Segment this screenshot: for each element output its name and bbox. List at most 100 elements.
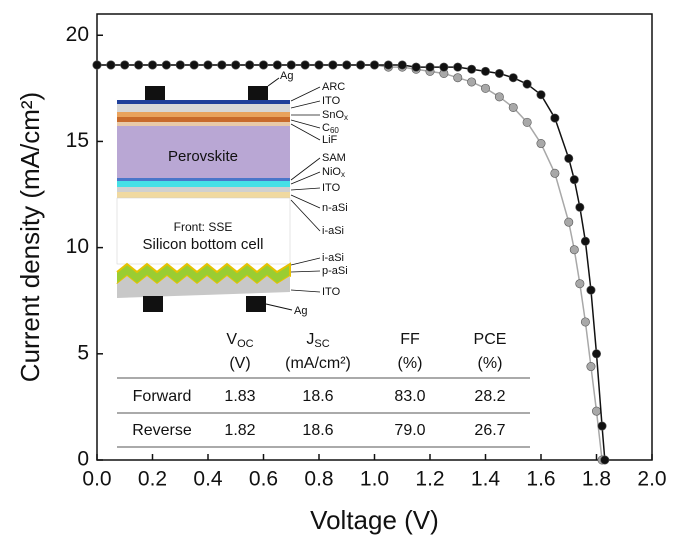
layer-label: SAM — [322, 152, 346, 164]
contact-label: Ag — [280, 70, 293, 82]
layer — [117, 112, 290, 117]
layer-label: LiF — [322, 134, 338, 146]
layer-name: n-aSi — [322, 202, 348, 214]
arrow — [290, 171, 321, 185]
layer-label: i-aSi — [322, 252, 344, 264]
marker — [550, 168, 560, 178]
column-header: PCE — [474, 331, 507, 348]
y-tick-label: 20 — [66, 23, 89, 46]
marker — [161, 60, 171, 70]
marker — [536, 139, 546, 149]
table-cell: 1.82 — [224, 422, 255, 439]
table-cell: 18.6 — [302, 388, 333, 405]
arrow — [290, 199, 321, 232]
x-tick-label: 1.0 — [360, 468, 389, 491]
marker — [272, 60, 282, 70]
marker — [564, 153, 574, 163]
x-tick-label: 1.2 — [415, 468, 444, 491]
marker — [411, 62, 421, 72]
layer — [117, 126, 290, 178]
x-tick-label: 1.4 — [471, 468, 501, 491]
silicon-label: Silicon bottom cell — [143, 236, 264, 253]
arrow — [290, 289, 321, 293]
contact — [246, 296, 266, 312]
layer-name: C — [322, 122, 330, 134]
marker — [439, 62, 449, 72]
table-cell: 83.0 — [394, 388, 425, 405]
header-sub: OC — [237, 338, 254, 350]
marker — [550, 113, 560, 123]
layer-label: n-aSi — [322, 202, 348, 214]
table-cell: 18.6 — [302, 422, 333, 439]
layer-name: ITO — [322, 286, 341, 298]
zigzag-layer — [116, 262, 291, 286]
layer-label: ARC — [322, 81, 345, 93]
contact — [248, 86, 268, 100]
x-tick-label: 1.8 — [582, 468, 611, 491]
table-cell: 28.2 — [474, 388, 505, 405]
layer-name: NiO — [322, 166, 341, 178]
layer-label: ITO — [322, 95, 341, 107]
header-name: V — [226, 331, 237, 348]
marker — [494, 68, 504, 78]
table: VOC (V) JSC (mA/cm²) FF (%) PCE (%) Forward 1.83 1… — [117, 331, 530, 448]
arrow — [290, 86, 321, 102]
arrow — [290, 119, 321, 129]
marker — [383, 60, 393, 70]
layer-label: C60 — [322, 122, 339, 135]
marker — [575, 202, 585, 212]
marker — [522, 117, 532, 127]
y-axis-label: Current density (mA/cm²) — [15, 92, 45, 382]
marker — [480, 66, 490, 76]
layer-name: SAM — [322, 152, 346, 164]
layer — [117, 181, 290, 187]
arrow — [290, 194, 321, 209]
marker — [425, 62, 435, 72]
marker — [134, 60, 144, 70]
layer — [117, 122, 290, 126]
marker — [508, 73, 518, 83]
marker — [600, 455, 610, 465]
marker — [342, 60, 352, 70]
marker — [536, 90, 546, 100]
marker — [591, 406, 601, 416]
layer-label: i-aSi — [322, 225, 344, 237]
marker — [575, 279, 585, 289]
layer — [117, 117, 290, 122]
layer — [117, 187, 290, 192]
marker — [564, 217, 574, 227]
layer-label: p-aSi — [322, 265, 348, 277]
column-unit: (%) — [478, 355, 503, 372]
arrow — [290, 100, 321, 109]
arrow — [265, 303, 293, 311]
marker — [258, 60, 268, 70]
column-unit: (V) — [229, 355, 250, 372]
layer — [117, 178, 290, 181]
header-name: J — [306, 331, 314, 348]
marker — [586, 362, 596, 372]
x-tick-label: 0.0 — [82, 468, 111, 491]
layer — [117, 104, 290, 112]
marker — [148, 60, 158, 70]
marker — [580, 236, 590, 246]
marker — [286, 60, 296, 70]
marker — [569, 245, 579, 255]
layer-name: ARC — [322, 81, 345, 93]
y-tick-label: 15 — [66, 129, 89, 152]
table-cell: 1.83 — [224, 388, 255, 405]
column-unit: (%) — [398, 355, 423, 372]
arrow — [290, 123, 321, 141]
marker — [300, 60, 310, 70]
perovskite-label: Perovskite — [168, 148, 238, 165]
column-header: VOC — [226, 331, 253, 350]
layer-name: ITO — [322, 95, 341, 107]
x-tick-label: 0.4 — [193, 468, 223, 491]
layer-label: ITO — [322, 182, 341, 194]
arrow — [290, 157, 321, 181]
marker — [453, 73, 463, 83]
marker — [494, 92, 504, 102]
front-label: Front: SSE — [174, 220, 233, 234]
marker — [580, 317, 590, 327]
y-tick-label: 10 — [66, 235, 89, 258]
layer-label: ITO — [322, 286, 341, 298]
